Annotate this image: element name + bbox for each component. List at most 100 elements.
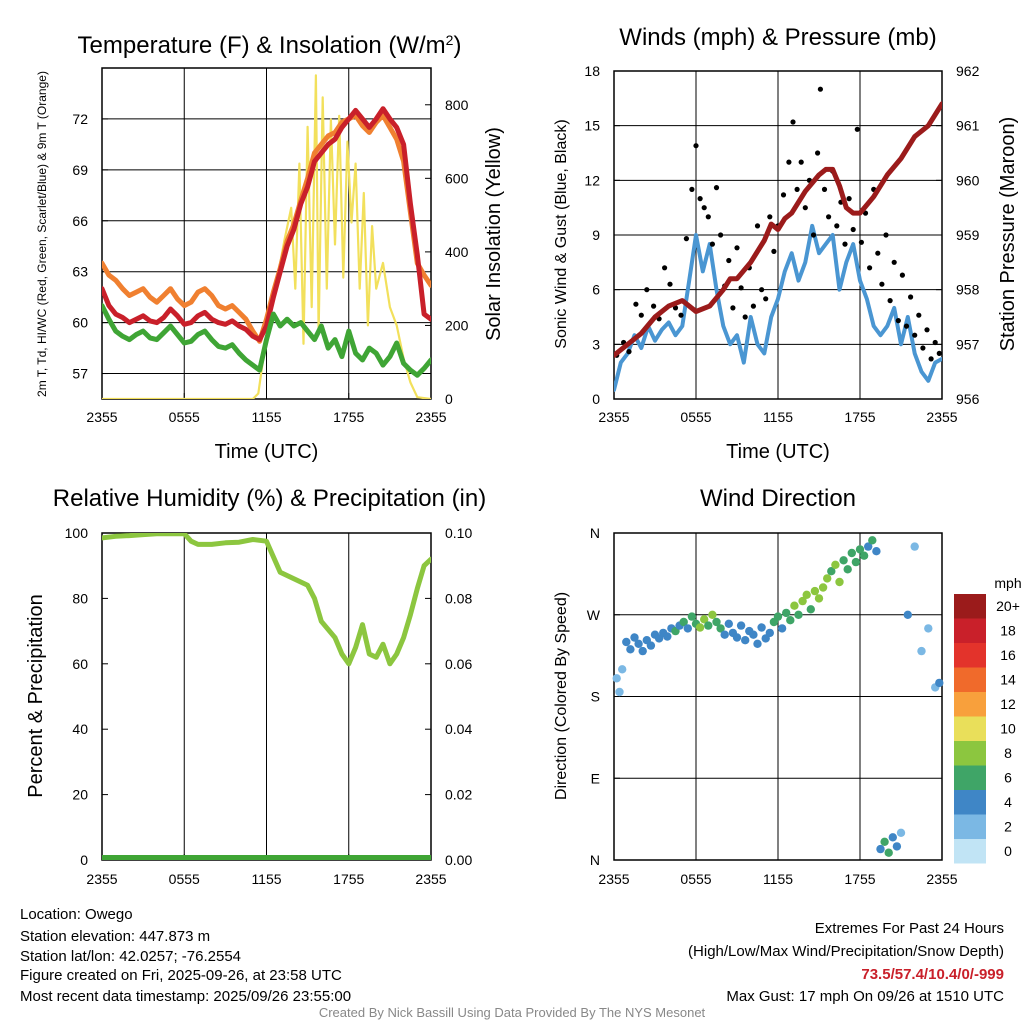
gust-point bbox=[834, 223, 840, 229]
footer-elevation: Station elevation: 447.873 m bbox=[20, 928, 211, 945]
y-tick-label: 6 bbox=[592, 282, 600, 298]
gust-point bbox=[678, 312, 684, 318]
direction-point bbox=[765, 628, 774, 638]
gust-point bbox=[899, 272, 906, 278]
y-right-tick-label: 0.10 bbox=[445, 525, 472, 541]
x-tick-label: 1755 bbox=[333, 409, 364, 425]
gust-point bbox=[924, 327, 930, 333]
direction-point bbox=[818, 583, 828, 592]
y-axis-label: 2m T, Td, HI/WC (Red, Green, Scarlet/Blu… bbox=[35, 71, 49, 397]
footer-latlon: Station lat/lon: 42.0257; -76.2554 bbox=[20, 948, 242, 965]
colorbar-swatch bbox=[954, 765, 986, 790]
gust-point bbox=[887, 298, 893, 304]
gust-point bbox=[759, 287, 765, 293]
direction-point bbox=[712, 617, 721, 627]
gust-point bbox=[810, 232, 817, 238]
direction-point bbox=[859, 551, 869, 560]
gust-point bbox=[875, 250, 881, 256]
y-tick-label: E bbox=[591, 770, 600, 786]
y-right-tick-label: 956 bbox=[956, 391, 980, 407]
colorbar-title: mph bbox=[994, 575, 1021, 591]
direction-point bbox=[831, 560, 840, 569]
gust-point bbox=[709, 241, 716, 247]
y-tick-label: 40 bbox=[72, 721, 88, 737]
gust-point bbox=[817, 86, 824, 92]
colorbar-label: 8 bbox=[1004, 745, 1012, 761]
colorbar-label: 18 bbox=[1000, 623, 1016, 639]
gust-point bbox=[713, 185, 720, 191]
direction-point bbox=[777, 624, 787, 633]
gust-point bbox=[763, 296, 769, 302]
direction-point bbox=[749, 630, 758, 639]
y-right-tick-label: 960 bbox=[956, 172, 980, 188]
footer-location: Location: Owego bbox=[20, 906, 133, 923]
gust-point bbox=[903, 323, 910, 329]
gust-point bbox=[730, 305, 736, 311]
y-tick-label: 3 bbox=[592, 336, 600, 352]
x-tick-label: 1755 bbox=[844, 409, 875, 425]
x-tick-label: 2355 bbox=[415, 409, 446, 425]
x-tick-label: 2355 bbox=[598, 409, 629, 425]
gust-point bbox=[908, 294, 914, 300]
gust-point bbox=[867, 265, 873, 271]
y-tick-label: 0 bbox=[592, 391, 600, 407]
gust-point bbox=[932, 339, 938, 346]
y-tick-label: 9 bbox=[592, 227, 600, 243]
plot-frame bbox=[613, 70, 943, 400]
direction-point bbox=[794, 610, 803, 619]
series-line-station-pressure bbox=[614, 101, 942, 358]
direction-point bbox=[884, 848, 893, 857]
y-right-tick-label: 958 bbox=[956, 282, 980, 298]
x-tick-label: 2355 bbox=[926, 409, 957, 425]
y-tick-label: 69 bbox=[72, 162, 88, 178]
gust-point bbox=[718, 232, 724, 238]
x-tick-label: 1155 bbox=[251, 871, 281, 887]
direction-point bbox=[917, 646, 926, 656]
gust-point bbox=[798, 159, 804, 165]
series-line-relative-humidity bbox=[102, 533, 431, 667]
direction-point bbox=[634, 639, 643, 648]
gust-point bbox=[821, 186, 828, 192]
y-tick-label: 0 bbox=[80, 852, 88, 868]
y-tick-label: S bbox=[591, 689, 600, 705]
gust-point bbox=[883, 232, 889, 238]
footer-created: Figure created on Fri, 2025-09-26, at 23… bbox=[20, 967, 342, 984]
gust-point bbox=[858, 239, 865, 245]
gust-point bbox=[662, 265, 668, 271]
gust-point bbox=[916, 312, 922, 318]
colorbar-label: 10 bbox=[1000, 721, 1016, 737]
gust-point bbox=[693, 143, 699, 149]
direction-point bbox=[773, 612, 783, 621]
gust-point bbox=[794, 186, 800, 192]
direction-point bbox=[835, 577, 844, 587]
y-tick-label: 66 bbox=[72, 213, 88, 229]
y-tick-label: 15 bbox=[584, 118, 600, 134]
direction-point bbox=[626, 645, 635, 654]
gust-point bbox=[672, 305, 679, 311]
direction-point bbox=[708, 610, 717, 619]
y-right-tick-label: 961 bbox=[956, 118, 980, 134]
colorbar-swatch bbox=[954, 741, 986, 766]
y-right-tick-label: 0.06 bbox=[445, 656, 472, 672]
gust-point bbox=[701, 205, 707, 211]
direction-point bbox=[888, 833, 897, 842]
gust-point bbox=[644, 287, 650, 293]
y-tick-label: 18 bbox=[584, 63, 600, 79]
direction-point bbox=[903, 610, 912, 619]
gust-point bbox=[742, 314, 748, 320]
direction-point bbox=[802, 590, 811, 599]
gust-point bbox=[734, 245, 740, 251]
gust-point bbox=[689, 186, 695, 192]
y-tick-label: 57 bbox=[72, 366, 88, 382]
direction-point bbox=[823, 574, 832, 583]
direction-point bbox=[827, 567, 836, 576]
y-tick-label: N bbox=[590, 852, 600, 868]
direction-point bbox=[855, 545, 865, 554]
y-right-tick-label: 600 bbox=[445, 170, 469, 186]
direction-point bbox=[876, 844, 885, 854]
direction-point bbox=[622, 637, 631, 647]
direction-point bbox=[618, 665, 627, 674]
direction-point bbox=[612, 674, 621, 683]
direction-point bbox=[839, 556, 848, 565]
